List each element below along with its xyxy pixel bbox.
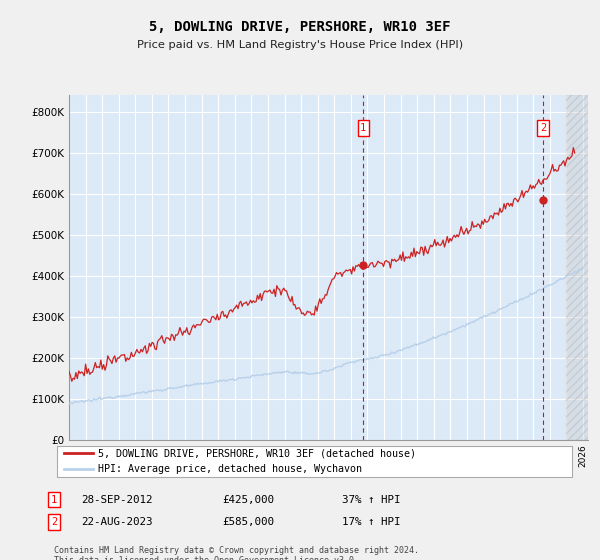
Text: 2: 2 [540,123,546,133]
Text: 28-SEP-2012: 28-SEP-2012 [81,494,152,505]
Bar [566,95,596,440]
Text: 5, DOWLING DRIVE, PERSHORE, WR10 3EF (detached house): 5, DOWLING DRIVE, PERSHORE, WR10 3EF (de… [98,449,416,459]
Text: 2: 2 [51,517,57,527]
Text: 17% ↑ HPI: 17% ↑ HPI [342,517,401,527]
Text: 22-AUG-2023: 22-AUG-2023 [81,517,152,527]
Text: £425,000: £425,000 [222,494,274,505]
Text: HPI: Average price, detached house, Wychavon: HPI: Average price, detached house, Wych… [98,464,362,474]
Text: 5, DOWLING DRIVE, PERSHORE, WR10 3EF: 5, DOWLING DRIVE, PERSHORE, WR10 3EF [149,20,451,34]
Text: Price paid vs. HM Land Registry's House Price Index (HPI): Price paid vs. HM Land Registry's House … [137,40,463,50]
Text: 1: 1 [360,123,367,133]
Text: 1: 1 [51,494,57,505]
Text: 37% ↑ HPI: 37% ↑ HPI [342,494,401,505]
Text: Contains HM Land Registry data © Crown copyright and database right 2024.
This d: Contains HM Land Registry data © Crown c… [54,546,419,560]
FancyBboxPatch shape [56,446,572,477]
Text: £585,000: £585,000 [222,517,274,527]
